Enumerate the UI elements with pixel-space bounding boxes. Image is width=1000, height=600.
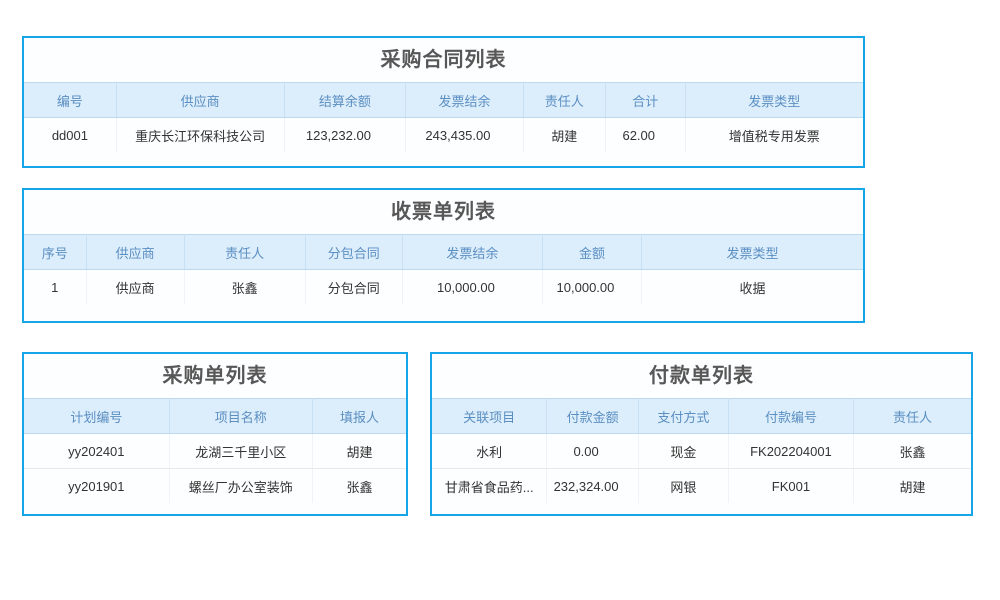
column-header[interactable]: 项目名称 [169,398,313,434]
panel-title-receipt-list: 收票单列表 [24,190,863,234]
column-header[interactable]: 供应商 [86,234,185,270]
table-row[interactable]: 1 供应商 张鑫 分包合同 10,000.00 10,000.00 收据 [24,269,863,304]
column-header[interactable]: 序号 [24,234,87,270]
table-cell: 232,324.00 [546,468,639,503]
table-cell: 62.00 [605,117,686,152]
table-cell: 张鑫 [853,433,971,469]
table-purchase-order: 计划编号 项目名称 填报人 yy202401 龙湖三千里小区 胡建 yy201901 螺丝厂… [24,398,406,503]
table-cell: 张鑫 [312,468,406,503]
table-body-purchase-contract: dd001 重庆长江环保科技公司 123,232.00 243,435.00 胡建 62.… [24,117,863,152]
table-cell: 增值税专用发票 [685,117,863,152]
table-cell: yy202401 [24,433,170,469]
table-head-payment-order: 关联项目 付款金额 支付方式 付款编号 责任人 [432,398,971,434]
table-cell: FK001 [728,468,854,503]
table-header-row: 计划编号 项目名称 填报人 [24,398,406,434]
table-cell: 现金 [638,433,729,469]
table-cell: 螺丝厂办公室装饰 [169,468,313,503]
column-header[interactable]: 合计 [605,82,686,118]
table-row[interactable]: dd001 重庆长江环保科技公司 123,232.00 243,435.00 胡建 62.… [24,117,863,152]
column-header[interactable]: 发票结余 [405,82,524,118]
table-header-row: 序号 供应商 责任人 分包合同 发票结余 金额 发票类型 [24,234,863,270]
table-cell: dd001 [24,117,117,152]
panel-title-payment-order: 付款单列表 [432,354,971,398]
table-receipt-list: 序号 供应商 责任人 分包合同 发票结余 金额 发票类型 1 供应商 张鑫 分包合同 10,000.… [24,234,863,304]
table-row[interactable]: 甘肃省食品药... 232,324.00 网银 FK001 胡建 [432,468,971,503]
column-header[interactable]: 关联项目 [432,398,548,434]
panel-title-purchase-contract: 采购合同列表 [24,38,863,82]
table-body-receipt-list: 1 供应商 张鑫 分包合同 10,000.00 10,000.00 收据 [24,269,863,304]
table-cell: 10,000.00 [542,269,642,304]
column-header[interactable]: 结算余额 [284,82,407,118]
table-row[interactable]: yy201901 螺丝厂办公室装饰 张鑫 [24,468,406,503]
table-body-purchase-order: yy202401 龙湖三千里小区 胡建 yy201901 螺丝厂办公室装饰 张鑫 [24,433,406,503]
table-cell: 243,435.00 [405,117,524,152]
table-cell: 1 [24,269,87,304]
column-header[interactable]: 责任人 [853,398,971,434]
column-header[interactable]: 填报人 [312,398,406,434]
table-payment-order: 关联项目 付款金额 支付方式 付款编号 责任人 水利 0.00 现金 FK202204001 张… [432,398,971,503]
column-header[interactable]: 金额 [542,234,642,270]
column-header[interactable]: 付款编号 [728,398,854,434]
panel-title-purchase-order: 采购单列表 [24,354,406,398]
table-cell: 0.00 [546,433,639,469]
table-cell: 重庆长江环保科技公司 [116,117,285,152]
table-cell: 胡建 [523,117,606,152]
table-cell: 分包合同 [305,269,403,304]
table-cell: 水利 [432,433,548,469]
table-cell: 胡建 [312,433,406,469]
table-cell: 龙湖三千里小区 [169,433,313,469]
table-header-row: 编号 供应商 结算余额 发票结余 责任人 合计 发票类型 [24,82,863,118]
table-row[interactable]: yy202401 龙湖三千里小区 胡建 [24,433,406,469]
column-header[interactable]: 发票类型 [641,234,863,270]
table-cell: 123,232.00 [284,117,407,152]
table-cell: FK202204001 [728,433,854,469]
table-purchase-contract: 编号 供应商 结算余额 发票结余 责任人 合计 发票类型 dd001 重庆长江环保科技公司 12… [24,82,863,152]
panel-receipt-list: 收票单列表 序号 供应商 责任人 分包合同 发票结余 金额 发票类型 1 供应商 张鑫 分包合同 1… [22,188,865,323]
table-head-purchase-contract: 编号 供应商 结算余额 发票结余 责任人 合计 发票类型 [24,82,863,118]
table-cell: 甘肃省食品药... [432,468,548,503]
column-header[interactable]: 编号 [24,82,117,118]
column-header[interactable]: 计划编号 [24,398,170,434]
column-header[interactable]: 责任人 [184,234,306,270]
panel-purchase-order: 采购单列表 计划编号 项目名称 填报人 yy202401 龙湖三千里小区 胡建 yy201… [22,352,408,516]
column-header[interactable]: 发票结余 [402,234,543,270]
table-row[interactable]: 水利 0.00 现金 FK202204001 张鑫 [432,433,971,469]
column-header[interactable]: 分包合同 [305,234,403,270]
column-header[interactable]: 责任人 [523,82,606,118]
table-cell: 供应商 [86,269,185,304]
table-cell: 10,000.00 [402,269,543,304]
panel-payment-order: 付款单列表 关联项目 付款金额 支付方式 付款编号 责任人 水利 0.00 现金 FK2022… [430,352,973,516]
panel-purchase-contract: 采购合同列表 编号 供应商 结算余额 发票结余 责任人 合计 发票类型 dd001 重庆长江环… [22,36,865,168]
table-cell: 收据 [641,269,863,304]
table-cell: 张鑫 [184,269,306,304]
table-cell: yy201901 [24,468,170,503]
table-cell: 网银 [638,468,729,503]
table-head-purchase-order: 计划编号 项目名称 填报人 [24,398,406,434]
table-cell: 胡建 [853,468,971,503]
column-header[interactable]: 供应商 [116,82,285,118]
column-header[interactable]: 付款金额 [546,398,639,434]
table-body-payment-order: 水利 0.00 现金 FK202204001 张鑫 甘肃省食品药... 232,324.00… [432,433,971,503]
column-header[interactable]: 发票类型 [685,82,863,118]
table-header-row: 关联项目 付款金额 支付方式 付款编号 责任人 [432,398,971,434]
table-head-receipt-list: 序号 供应商 责任人 分包合同 发票结余 金额 发票类型 [24,234,863,270]
column-header[interactable]: 支付方式 [638,398,729,434]
